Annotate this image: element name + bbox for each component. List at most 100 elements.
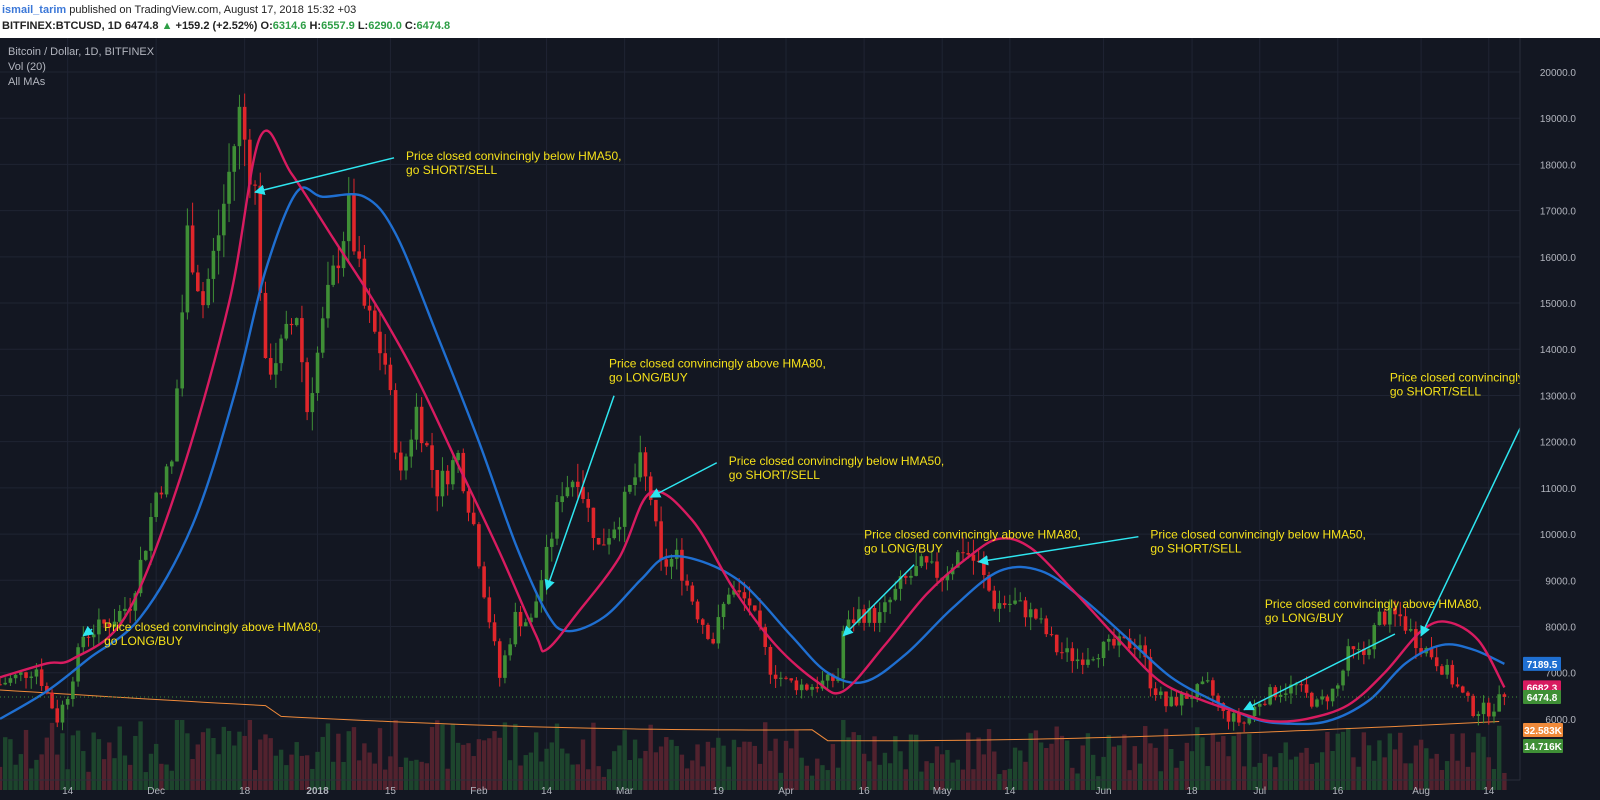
annotation-text: Price closed convincingly below HMA50, [729,454,944,468]
candle-body [185,225,190,313]
volume-bar [929,763,934,790]
candle-body [612,529,617,539]
volume-bar [1143,726,1148,790]
volume-bar [346,731,351,790]
candle-body [1403,616,1408,631]
x-tick-label: May [933,786,952,797]
candle-body [466,491,471,513]
candle-body [924,556,929,563]
candle-body [565,487,570,497]
candle-body [643,452,648,477]
volume-bar [440,724,445,790]
candle-body [700,619,705,625]
candle-body [544,546,549,581]
volume-bar [1491,768,1497,790]
volume-legend[interactable]: Vol (20) [8,61,46,73]
candle-body [732,590,736,595]
candle-body [1086,659,1090,665]
candle-body [97,619,101,635]
volume-bar [830,744,836,790]
time-axis[interactable]: 14 Dec 18 2018 15 Feb 14 Mar 19 Apr 16 May 14 Jun 18 Ju… [0,779,1520,797]
volume-bar [1195,727,1200,790]
candle-body [1138,645,1142,650]
candle-body [742,592,747,599]
candle-body [685,580,689,586]
volume-bar [1319,752,1325,790]
volume-bar [0,766,3,790]
candle-body [201,291,205,306]
volume-bar [601,776,607,790]
candle-body [721,603,726,618]
candle-body [508,644,512,656]
candle-body [1309,692,1314,707]
hma50-line [0,129,1506,723]
candle-body [1179,693,1184,706]
volume-bar [783,740,789,790]
candle-body [482,566,486,598]
volume-bar [1429,758,1434,790]
candle-body [773,674,778,679]
candle-body [227,171,231,204]
y-tick-label: 16000.0 [1540,253,1577,264]
volume-bar [206,728,211,790]
volume-bar [75,730,81,790]
candle-body [602,544,606,546]
price-axis[interactable]: 6000.0 7000.0 8000.0 9000.0 10000.0 11000.0 12… [1519,38,1600,800]
symbol-label[interactable]: BITFINEX:BTCUSD, 1D [2,20,122,32]
candle-body [346,194,351,242]
volume-bar [872,736,877,790]
volume-bar [763,722,768,790]
high-value: 6557.9 [321,20,355,32]
candle-body [1216,695,1220,704]
candle-body [216,235,221,251]
volume-bar [700,766,705,790]
candle-body [211,250,216,279]
candle-body [388,364,393,391]
mas-legend[interactable]: All MAs [8,76,46,88]
volume-bar [1012,747,1018,790]
volume-bar [398,766,404,790]
volume-bar [1231,736,1236,790]
candle-body [1237,713,1241,723]
candle-body [336,265,341,269]
x-tick-label: Feb [470,786,488,797]
volume-bar [138,721,143,790]
candle-body [851,619,856,624]
candle-body [164,466,169,495]
candle-body [1346,646,1351,671]
candle-body [1080,659,1085,665]
candle-body [461,452,466,492]
volume-bar [1148,743,1153,790]
volume-bar [393,720,398,790]
chart-area[interactable]: Price closed convincingly above HMA80, go… [0,38,1600,800]
volume-bar [742,741,747,790]
quote-line: BITFINEX:BTCUSD, 1D 6474.8 ▲ +159.2 (+2.… [2,20,450,32]
volume-bar [174,720,180,790]
annotation-text: Price closed convincingly above HMA80, [104,620,321,634]
volume-bar [580,739,586,790]
author-link[interactable]: ismail_tarim [2,4,67,16]
candle-body [1242,722,1246,724]
candle-body [763,627,768,647]
volume-bar [1054,726,1059,790]
volume-bar [1018,750,1023,790]
x-tick-label: Jun [1095,786,1111,797]
candle-body [1502,694,1507,697]
y-tick-label: 13000.0 [1540,391,1577,402]
volume-bar [1179,760,1184,790]
volume-bar [846,737,851,790]
volume-bar [164,764,169,790]
hma80-price-text: 7189.5 [1527,660,1558,671]
candle-body [19,672,23,675]
volume-bar [1101,756,1106,790]
candle-body [1096,658,1101,660]
candle-body [747,598,752,606]
volume-bar [294,742,299,790]
chart-title[interactable]: Bitcoin / Dollar, 1D, BITFINEX [8,46,155,58]
price-chart[interactable]: Price closed convincingly above HMA80,go… [0,38,1600,800]
candle-body [451,460,455,485]
volume-bar [101,759,107,790]
x-tick-label: 18 [239,786,251,797]
candle-body [1049,634,1054,636]
volume-bar [658,746,664,790]
